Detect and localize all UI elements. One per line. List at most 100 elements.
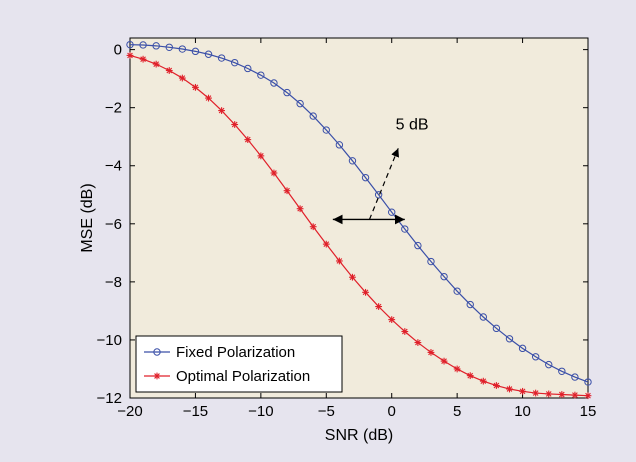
data-point	[388, 316, 396, 324]
x-tick-label: 0	[388, 403, 396, 420]
y-tick-label: 0	[114, 42, 122, 59]
data-point	[479, 377, 487, 385]
data-point	[492, 324, 501, 333]
data-point	[139, 55, 147, 63]
data-point	[283, 187, 291, 195]
data-point	[440, 357, 448, 365]
legend: Fixed Polarization Optimal Polarization	[135, 335, 343, 393]
annotations-group: 5 dB	[332, 116, 429, 225]
y-tick-label: −12	[97, 390, 122, 407]
x-tick-label: 10	[514, 403, 531, 420]
data-point	[401, 225, 409, 233]
x-tick-label: 5	[453, 403, 461, 420]
axis-ticks: −20 −15 −10 −5 0 5 10 15 0 −2 −4 −6 −8 −10 −12	[97, 38, 596, 420]
x-tick-label: −15	[183, 403, 208, 420]
data-point	[139, 41, 147, 49]
data-point	[257, 152, 265, 160]
data-point	[309, 223, 317, 231]
data-point	[545, 390, 553, 398]
data-point	[531, 353, 540, 361]
data-point	[178, 74, 186, 82]
legend-entry-label: Fixed Polarization	[176, 344, 295, 361]
data-point	[191, 47, 200, 56]
data-point	[335, 141, 344, 149]
legend-box	[135, 335, 343, 393]
dashed-pointer-arrow	[368, 148, 399, 220]
data-point	[362, 288, 369, 296]
data-point	[244, 136, 252, 144]
gap-annotation-label: 5 dB	[396, 116, 429, 133]
data-point	[218, 107, 225, 114]
data-point	[505, 335, 514, 343]
y-tick-label: −8	[105, 274, 122, 291]
data-point	[152, 60, 160, 68]
data-point	[361, 173, 370, 182]
data-point	[165, 43, 173, 51]
data-point	[532, 389, 540, 397]
series-1	[126, 40, 592, 386]
x-tick-label: −5	[318, 403, 335, 420]
data-point	[205, 94, 212, 102]
data-point	[440, 272, 448, 281]
x-axis-label: SNR (dB)	[325, 427, 393, 444]
data-point	[309, 112, 317, 120]
data-point	[165, 67, 173, 74]
y-tick-label: −2	[105, 100, 122, 117]
data-point	[348, 157, 357, 165]
data-point	[453, 365, 461, 373]
data-point	[178, 45, 187, 53]
data-point	[283, 88, 291, 97]
y-tick-label: −4	[105, 158, 122, 175]
data-point	[584, 378, 592, 386]
data-point	[322, 126, 330, 134]
data-point	[518, 344, 527, 353]
data-point	[571, 373, 579, 381]
legend-swatch-marker	[153, 348, 161, 356]
series-group	[126, 40, 592, 400]
data-point	[506, 385, 513, 393]
data-point	[270, 169, 278, 177]
data-point	[427, 257, 435, 266]
data-point	[296, 205, 304, 213]
data-point	[453, 287, 461, 295]
data-point	[152, 42, 160, 50]
data-point	[192, 83, 199, 91]
data-point	[374, 191, 383, 199]
y-tick-label: −10	[97, 332, 122, 349]
data-point	[126, 40, 134, 49]
data-point	[375, 303, 383, 310]
data-point	[584, 392, 592, 400]
data-point	[466, 300, 474, 309]
y-axis-label: MSE (dB)	[79, 183, 96, 252]
data-point	[257, 71, 265, 79]
data-point	[479, 313, 488, 321]
data-point	[571, 391, 579, 399]
series-line	[129, 44, 589, 383]
series-2	[126, 52, 592, 400]
data-point	[270, 79, 278, 87]
data-point	[231, 121, 239, 128]
data-point	[401, 328, 409, 335]
data-point	[349, 273, 356, 281]
data-point	[466, 372, 474, 380]
legend-swatch-marker	[153, 372, 161, 380]
data-point	[230, 58, 239, 67]
data-point	[414, 339, 422, 346]
y-tick-label: −6	[105, 216, 122, 233]
data-point	[322, 240, 330, 248]
data-point	[427, 349, 435, 356]
data-point	[126, 52, 134, 59]
data-point	[493, 382, 500, 389]
data-point	[558, 391, 566, 398]
data-point	[296, 99, 304, 108]
data-point	[545, 360, 553, 369]
data-point	[335, 257, 343, 265]
legend-entry-label: Optimal Polarization	[176, 368, 310, 385]
data-point	[519, 387, 526, 395]
data-point	[217, 54, 226, 62]
x-tick-label: −10	[248, 403, 273, 420]
data-point	[244, 64, 252, 73]
data-point	[558, 367, 566, 375]
data-point	[414, 241, 422, 250]
